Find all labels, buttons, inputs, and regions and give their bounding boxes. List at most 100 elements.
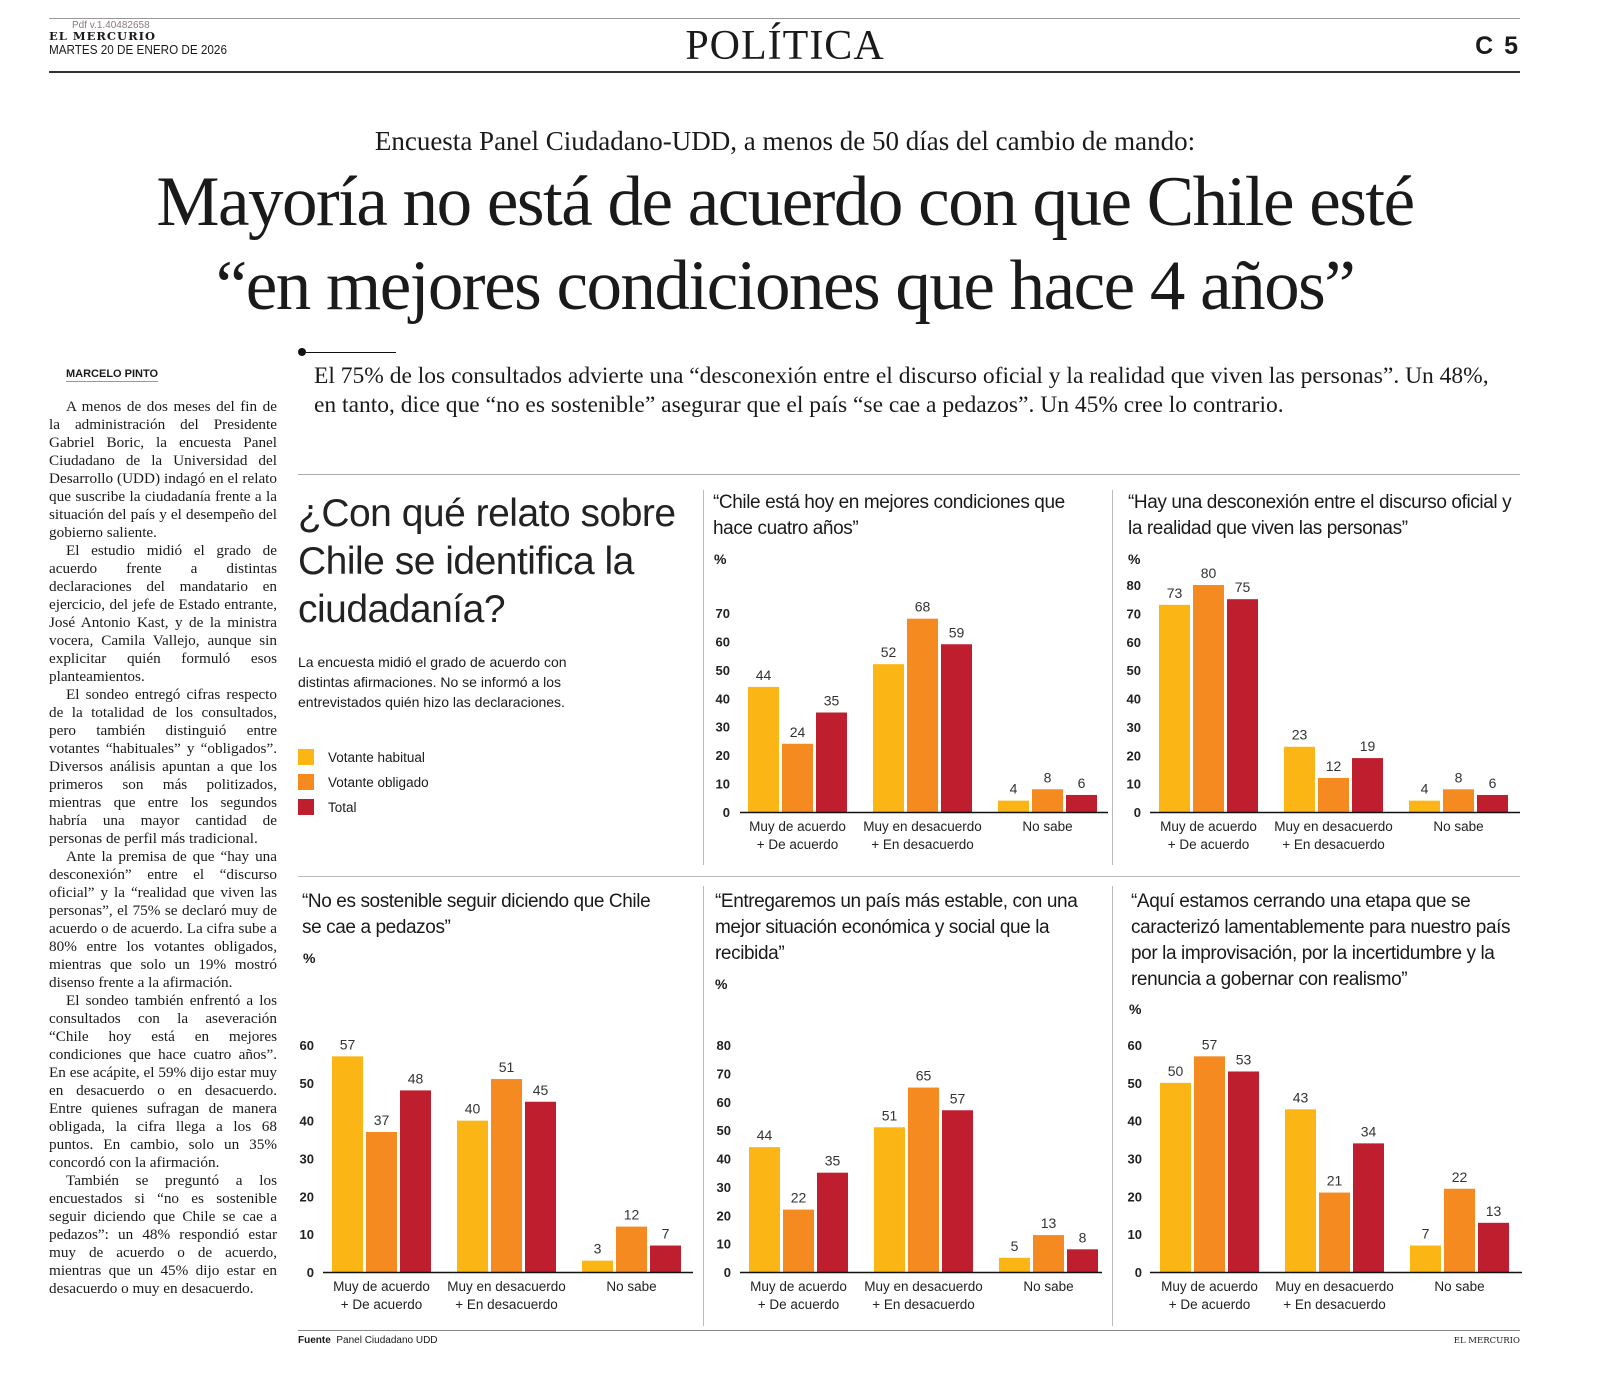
- bar-value-label: 5: [1011, 1238, 1019, 1254]
- x-category-label: + De acuerdo: [757, 837, 838, 852]
- bar: [1032, 789, 1063, 812]
- chart-title: “No es sostenible seguir diciendo que Ch…: [302, 891, 651, 938]
- y-tick-label: 10: [300, 1227, 314, 1242]
- deck: El 75% de los consultados advierte una “…: [314, 363, 1489, 418]
- bar: [332, 1056, 363, 1272]
- bar: [1285, 1109, 1316, 1272]
- bar: [783, 1209, 814, 1272]
- y-tick-label: 40: [716, 691, 730, 706]
- bar-value-label: 43: [1293, 1089, 1309, 1105]
- legend-swatch: [298, 749, 314, 765]
- bar-value-label: 35: [824, 693, 840, 709]
- bar: [366, 1132, 397, 1272]
- bar: [1033, 1235, 1064, 1272]
- legend-swatch: [298, 799, 314, 815]
- page-number: C 5: [1475, 32, 1520, 60]
- x-category-label: + De acuerdo: [1169, 1297, 1250, 1312]
- chart-unit: %: [715, 976, 728, 992]
- bar: [650, 1245, 681, 1272]
- bar-value-label: 80: [1201, 565, 1217, 581]
- y-tick-label: 60: [716, 634, 730, 649]
- x-category-label: + En desacuerdo: [455, 1297, 557, 1312]
- bar-value-label: 22: [1452, 1169, 1468, 1185]
- y-tick-label: 70: [716, 606, 730, 621]
- headline: Mayoría no está de acuerdo con que Chile…: [30, 160, 1540, 328]
- bar: [1067, 1249, 1098, 1272]
- bar-value-label: 40: [465, 1101, 481, 1117]
- issue-date: MARTES 20 DE ENERO DE 2026: [49, 42, 227, 57]
- y-tick-label: 30: [1127, 720, 1141, 735]
- bar-value-label: 8: [1044, 769, 1052, 785]
- kicker: Encuesta Panel Ciudadano-UDD, a menos de…: [374, 126, 1196, 156]
- bar: [1353, 1143, 1384, 1272]
- x-category-label: Muy de acuerdo: [749, 819, 846, 834]
- chart-title: “Entregaremos un país más estable, con u…: [715, 891, 1078, 964]
- bar: [1318, 777, 1349, 812]
- bar-value-label: 57: [340, 1036, 356, 1052]
- source-label: Fuente: [298, 1335, 331, 1346]
- deck-bullet: [298, 348, 306, 356]
- bar: [816, 712, 847, 812]
- bar-value-label: 22: [791, 1190, 807, 1206]
- x-category-label: Muy de acuerdo: [1161, 1279, 1258, 1294]
- deck-rule: [306, 352, 396, 353]
- paragraph: A menos de dos meses del fin de la admin…: [49, 398, 277, 541]
- y-tick-label: 10: [716, 777, 730, 792]
- bar-value-label: 52: [881, 644, 897, 660]
- y-tick-label: 20: [300, 1189, 314, 1204]
- x-category-label: Muy en desacuerdo: [863, 819, 982, 834]
- pdf-version: Pdf v.1.40482658: [72, 20, 150, 31]
- x-category-label: Muy en desacuerdo: [1275, 1279, 1394, 1294]
- y-tick-label: 30: [716, 720, 730, 735]
- bar: [1410, 1245, 1441, 1272]
- legend-label: Votante habitual: [328, 749, 425, 765]
- bar-value-label: 6: [1489, 775, 1497, 791]
- bar-value-label: 44: [757, 1127, 773, 1143]
- x-category-label: Muy en desacuerdo: [447, 1279, 566, 1294]
- bar: [582, 1260, 613, 1272]
- bar: [1444, 1188, 1475, 1272]
- bar-value-label: 51: [882, 1107, 898, 1123]
- bar: [1159, 604, 1190, 812]
- y-tick-label: 50: [717, 1123, 731, 1138]
- bar: [1477, 794, 1508, 812]
- headline-line: Mayoría no está de acuerdo con que Chile…: [156, 163, 1415, 241]
- y-tick-label: 0: [307, 1265, 314, 1280]
- source-value: Panel Ciudadano UDD: [336, 1335, 438, 1346]
- x-category-label: No sabe: [606, 1279, 656, 1294]
- bar-value-label: 8: [1079, 1229, 1087, 1245]
- bar-value-label: 35: [825, 1153, 841, 1169]
- bar-value-label: 68: [915, 599, 931, 615]
- x-category-label: + De acuerdo: [758, 1297, 839, 1312]
- y-tick-label: 50: [1128, 1076, 1142, 1091]
- bar: [400, 1090, 431, 1272]
- bar: [942, 1110, 973, 1272]
- bar: [1227, 599, 1258, 812]
- bar-value-label: 34: [1361, 1123, 1377, 1139]
- bar-value-label: 7: [662, 1226, 670, 1242]
- legend-swatch: [298, 774, 314, 790]
- chart-title: “Hay una desconexión entre el discurso o…: [1128, 492, 1512, 539]
- bar: [616, 1226, 647, 1272]
- bar: [748, 686, 779, 812]
- y-tick-label: 80: [1127, 578, 1141, 593]
- credit: EL MERCURIO: [1453, 1336, 1520, 1346]
- y-tick-label: 80: [717, 1038, 731, 1053]
- y-tick-label: 70: [717, 1066, 731, 1081]
- y-tick-label: 30: [717, 1180, 731, 1195]
- bar-value-label: 59: [949, 624, 965, 640]
- y-tick-label: 10: [717, 1237, 731, 1252]
- header-rule: [49, 71, 1520, 73]
- bar: [782, 743, 813, 812]
- divider: [1112, 886, 1113, 1326]
- y-tick-label: 50: [300, 1076, 314, 1091]
- x-category-label: + En desacuerdo: [872, 1297, 974, 1312]
- bar: [457, 1120, 488, 1272]
- bar: [873, 664, 904, 812]
- y-tick-label: 60: [1128, 1038, 1142, 1053]
- bar: [1284, 746, 1315, 812]
- y-tick-label: 20: [717, 1208, 731, 1223]
- y-tick-label: 10: [1127, 777, 1141, 792]
- bar: [1194, 1056, 1225, 1272]
